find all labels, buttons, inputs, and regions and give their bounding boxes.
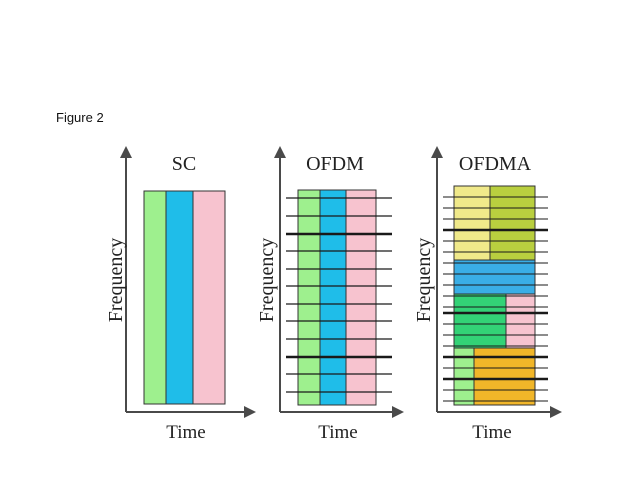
panel-ofdm: OFDM Frequency Time — [256, 146, 404, 443]
sc-band-green — [143, 190, 167, 405]
ofdm-xlabel: Time — [318, 422, 357, 443]
figure-caption: Figure 2 — [56, 110, 104, 125]
panel-sc: SC Frequency Time — [105, 146, 256, 443]
ofdma-block-blue — [453, 259, 536, 295]
ofdm-ylabel: Frequency — [256, 238, 278, 322]
ofdma-block-pink — [505, 293, 536, 349]
sc-xlabel: Time — [166, 422, 205, 443]
ofdma-block-green — [453, 293, 507, 349]
ofdma-subcarrier-lines — [443, 196, 548, 402]
ofdm-band-pink — [345, 189, 377, 406]
ofdma-xlabel: Time — [472, 422, 511, 443]
panel-title-ofdma: OFDMA — [459, 153, 532, 175]
panel-title-ofdm: OFDM — [306, 153, 364, 175]
ofdm-band-cyan — [319, 189, 347, 406]
panel-ofdma: OFDMA — [413, 146, 562, 443]
sc-band-pink — [192, 190, 226, 405]
sc-band-cyan — [165, 190, 194, 405]
ofdma-ylabel: Frequency — [413, 238, 435, 322]
sc-ylabel: Frequency — [105, 238, 127, 322]
ofdm-band-green — [297, 189, 321, 406]
panel-title-sc: SC — [172, 153, 196, 175]
ofdm-subcarrier-lines — [286, 197, 392, 393]
